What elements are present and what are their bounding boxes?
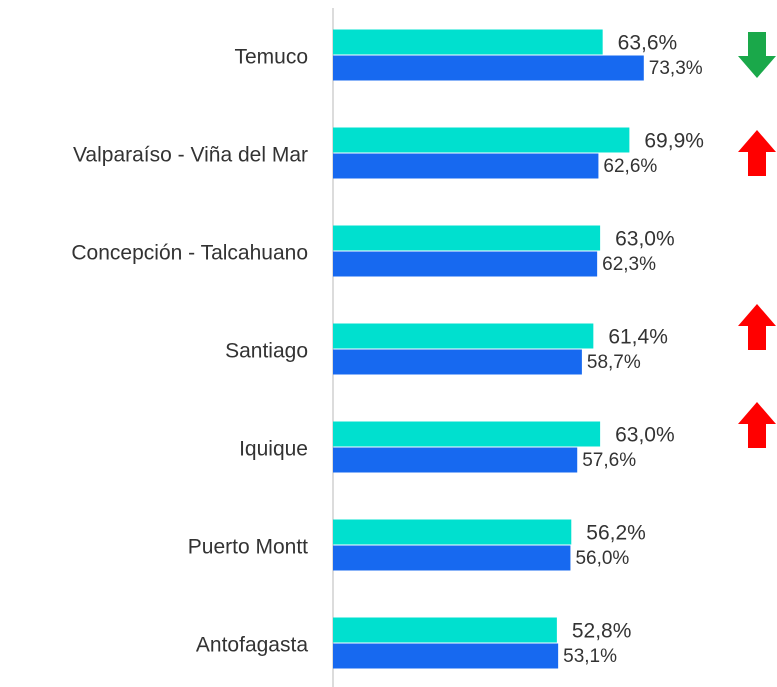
trend-down-arrow [738,32,776,78]
value-label: 53,1% [563,646,617,667]
bar [333,447,578,473]
bar [333,29,603,55]
category-label: Valparaíso - Viña del Mar [73,144,308,167]
value-label: 73,3% [649,58,703,79]
bar [333,545,571,571]
bar [333,349,582,375]
value-label: 56,2% [586,522,646,545]
bar [333,519,572,545]
value-label: 69,9% [644,130,704,153]
value-label: 58,7% [587,352,641,373]
value-label: 56,0% [575,548,629,569]
bar [333,225,601,251]
category-label: Santiago [225,340,308,363]
bar [333,55,644,81]
value-label: 63,6% [618,32,678,55]
value-label: 61,4% [608,326,668,349]
category-label: Puerto Montt [188,536,308,559]
trend-up-arrow [738,304,776,350]
value-label: 52,8% [572,620,632,643]
value-label: 57,6% [582,450,636,471]
bar [333,323,594,349]
category-label: Antofagasta [196,634,308,657]
value-label: 63,0% [615,424,675,447]
bar [333,127,630,153]
bar [333,617,557,643]
category-label: Concepción - Talcahuano [71,242,308,265]
bar [333,421,601,447]
category-label: Temuco [234,46,308,69]
trend-up-arrow [738,130,776,176]
value-label: 62,6% [603,156,657,177]
bar [333,251,598,277]
value-label: 62,3% [602,254,656,275]
bar [333,153,599,179]
value-label: 63,0% [615,228,675,251]
category-label: Iquique [239,438,308,461]
trend-up-arrow [738,402,776,448]
bar [333,643,559,669]
